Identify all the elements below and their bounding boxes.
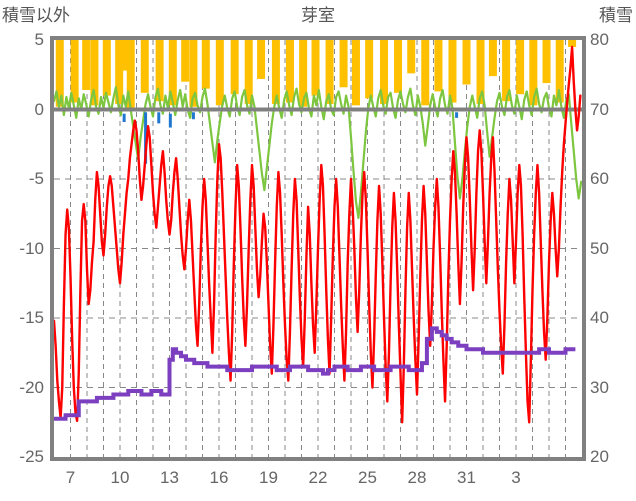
orange-bar bbox=[257, 40, 266, 79]
orange-bar bbox=[407, 40, 416, 74]
y-tick-left: 5 bbox=[34, 30, 44, 49]
plot-canvas bbox=[54, 40, 582, 457]
orange-bar bbox=[82, 40, 91, 91]
orange-bar bbox=[155, 40, 164, 102]
x-tick: 3 bbox=[511, 468, 521, 487]
orange-bar bbox=[516, 40, 525, 95]
orange-bar bbox=[189, 40, 198, 107]
orange-bar bbox=[230, 40, 239, 95]
orange-bar bbox=[181, 40, 190, 82]
orange-bar bbox=[285, 40, 294, 103]
orange-bar bbox=[421, 40, 430, 106]
y-tick-left: -15 bbox=[19, 308, 44, 327]
orange-bar bbox=[448, 40, 457, 103]
orange-bar bbox=[126, 40, 135, 109]
blue-series-group bbox=[122, 112, 459, 164]
left-axis-title: 積雪以外 bbox=[2, 6, 70, 25]
orange-bar-group bbox=[55, 40, 577, 109]
y-tick-left: -10 bbox=[19, 238, 44, 258]
y-tick-right: 20 bbox=[590, 447, 609, 466]
orange-bar bbox=[271, 40, 280, 104]
orange-bar bbox=[476, 40, 485, 104]
orange-bar bbox=[299, 40, 308, 107]
y-tick-left: -20 bbox=[19, 377, 44, 397]
y-tick-right: 30 bbox=[590, 377, 609, 397]
green-series-line bbox=[54, 86, 582, 220]
x-tick: 22 bbox=[308, 468, 328, 487]
plot-area bbox=[50, 36, 586, 461]
x-tick: 13 bbox=[160, 468, 179, 487]
page-title: 芽室 bbox=[301, 6, 335, 25]
x-tick-marks bbox=[54, 445, 582, 457]
x-tick: 31 bbox=[457, 468, 476, 487]
y-tick-right: 60 bbox=[590, 169, 609, 188]
orange-bar bbox=[115, 40, 124, 104]
orange-bar bbox=[529, 40, 538, 106]
orange-bar bbox=[365, 40, 374, 99]
orange-bar bbox=[434, 40, 443, 92]
orange-bar bbox=[168, 40, 177, 106]
orange-bar bbox=[311, 40, 320, 96]
y-tick-left: -5 bbox=[28, 169, 44, 188]
orange-bar bbox=[555, 40, 564, 103]
y-tick-left: -25 bbox=[19, 447, 44, 466]
orange-bar bbox=[201, 40, 210, 89]
right-axis-title: 積雪 bbox=[599, 6, 633, 25]
orange-bar bbox=[325, 40, 334, 104]
x-tick: 19 bbox=[259, 468, 278, 487]
x-tick: 10 bbox=[110, 468, 130, 487]
x-tick: 7 bbox=[65, 468, 76, 487]
orange-bar bbox=[502, 40, 511, 102]
orange-bar bbox=[102, 40, 111, 96]
orange-bar bbox=[215, 40, 224, 106]
orange-bar bbox=[542, 40, 551, 84]
purple-series-step-line bbox=[54, 326, 576, 421]
orange-bar bbox=[55, 40, 64, 107]
orange-bar bbox=[394, 40, 403, 93]
x-tick: 16 bbox=[209, 468, 229, 487]
orange-bar bbox=[488, 40, 497, 77]
x-tick: 25 bbox=[358, 468, 377, 487]
x-tick: 28 bbox=[407, 468, 427, 487]
chart-svg bbox=[54, 40, 582, 457]
orange-bar bbox=[70, 40, 79, 103]
y-tick-right: 50 bbox=[590, 238, 609, 258]
y-tick-right: 40 bbox=[590, 308, 609, 327]
orange-bar bbox=[462, 40, 471, 85]
red-series-line bbox=[54, 45, 582, 424]
y-tick-right: 80 bbox=[590, 30, 609, 49]
orange-bar bbox=[121, 40, 130, 71]
orange-bar bbox=[90, 40, 99, 106]
y-tick-right: 70 bbox=[590, 99, 609, 119]
orange-bar bbox=[244, 40, 253, 104]
orange-bar bbox=[351, 40, 360, 106]
orange-bar bbox=[140, 40, 149, 93]
orange-bar bbox=[380, 40, 388, 104]
orange-bar bbox=[568, 40, 577, 47]
y-tick-left: 0 bbox=[34, 99, 44, 119]
orange-bar bbox=[339, 40, 348, 88]
